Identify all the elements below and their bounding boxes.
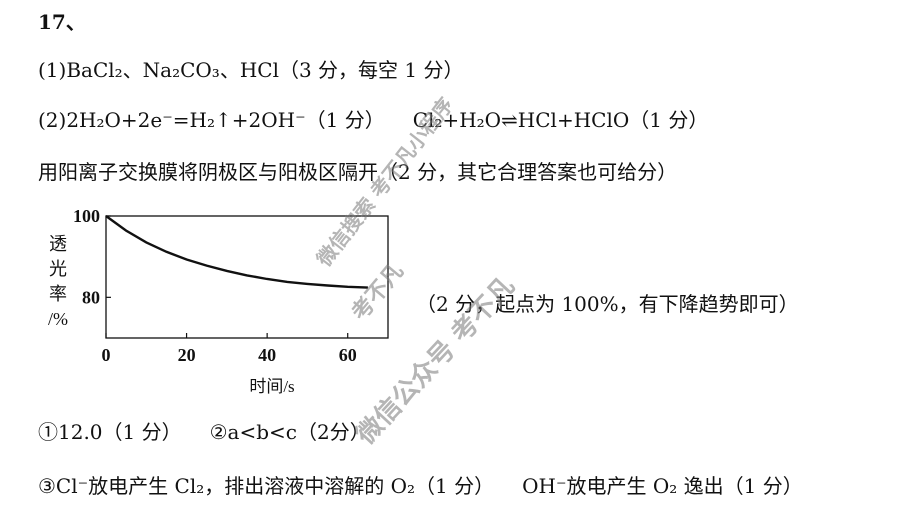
y-axis-label-char: 率 [49,284,67,304]
chart-axes [105,215,389,339]
answer-part-3: ①12.0（1 分） ②a<b<c（2分） [38,416,370,445]
y-tick-label: 80 [82,287,100,307]
x-tick-label: 20 [178,345,196,365]
electrode-equation: (2)2H₂O+2e⁻=H₂↑+2OH⁻（1 分） [38,108,385,132]
chart-ticks: 0 20 40 60 80 100 [73,206,357,365]
y-axis-label-char: 光 [49,259,67,279]
x-axis-label: 时间/s [249,377,294,396]
question-number: 17、 [38,10,86,34]
answer-part-4: ③Cl⁻放电产生 Cl₂，排出溶液中溶解的 O₂（1 分） OH⁻放电产生 O₂ … [38,470,803,499]
y-axis-label: 透光率 /% [48,234,68,329]
answer-ph: ①12.0（1 分） [38,420,182,444]
plot-frame [105,215,389,339]
chlorine-equation: Cl₂+H₂O⇌HCl+HClO（1 分） [412,108,709,132]
x-tick-label: 60 [339,345,357,365]
chart-note: （2 分，起点为 100%，有下降趋势即可） [416,292,799,316]
y-axis-label-char: 透 [49,234,67,254]
x-tick-label: 40 [258,345,276,365]
answer-part-2: (2)2H₂O+2e⁻=H₂↑+2OH⁻（1 分） Cl₂+H₂O⇌HCl+HCl… [38,104,708,133]
answer-chloride: ③Cl⁻放电产生 Cl₂，排出溶液中溶解的 O₂（1 分） [38,474,495,498]
answer-hydroxide: OH⁻放电产生 O₂ 逸出（1 分） [522,474,803,498]
transmittance-chart: 0 20 40 60 80 100 透光率 /% 时间/s [48,206,389,396]
membrane-answer: 用阳离子交换膜将阴极区与阳极区隔开（2 分，其它合理答案也可给分） [38,160,678,184]
y-axis-label-char: /% [48,309,68,329]
y-tick-label: 100 [73,206,100,226]
series-line [105,215,368,289]
answer-order: ②a<b<c（2分） [209,420,370,444]
answer-part-1: (1)BaCl₂、Na₂CO₃、HCl（3 分，每空 1 分） [38,58,464,82]
x-tick-label: 0 [102,345,111,365]
